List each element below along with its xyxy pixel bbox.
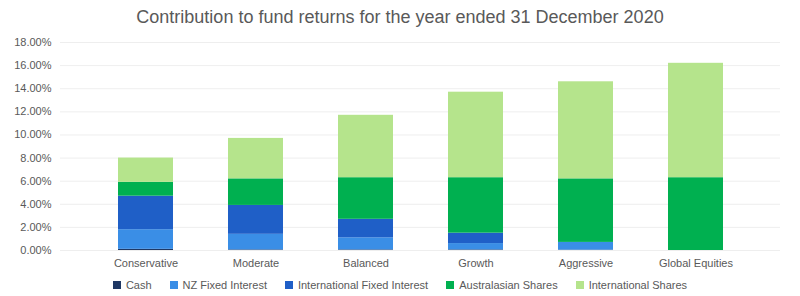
svg-text:14.00%: 14.00% bbox=[14, 82, 52, 94]
svg-text:Conservative: Conservative bbox=[114, 257, 178, 269]
svg-text:6.00%: 6.00% bbox=[20, 175, 51, 187]
svg-text:10.00%: 10.00% bbox=[14, 128, 52, 140]
html-text:NZ Fixed Interest: NZ Fixed Interest bbox=[182, 279, 267, 291]
svg-text:Growth: Growth bbox=[458, 257, 493, 269]
html-text:International Fixed Interest: International Fixed Interest bbox=[297, 279, 429, 291]
svg-text:12.00%: 12.00% bbox=[14, 105, 52, 117]
html-text:Australasian Shares: Australasian Shares bbox=[459, 279, 558, 291]
svg-text:Global Equities: Global Equities bbox=[659, 257, 733, 269]
svg-text:16.00%: 16.00% bbox=[14, 59, 52, 71]
svg-text:2.00%: 2.00% bbox=[20, 221, 51, 233]
html-text:International Shares: International Shares bbox=[588, 279, 688, 291]
svg-text:Balanced: Balanced bbox=[343, 257, 389, 269]
svg-text:Aggressive: Aggressive bbox=[559, 257, 613, 269]
svg-text:18.00%: 18.00% bbox=[14, 36, 52, 48]
html-text:Contribution to fund returns f: Contribution to fund returns for the yea… bbox=[136, 7, 664, 27]
svg-text:4.00%: 4.00% bbox=[20, 198, 51, 210]
svg-text:Moderate: Moderate bbox=[233, 257, 279, 269]
svg-text:8.00%: 8.00% bbox=[20, 152, 51, 164]
svg-text:0.00%: 0.00% bbox=[20, 244, 51, 256]
html-text:Cash: Cash bbox=[125, 279, 152, 291]
